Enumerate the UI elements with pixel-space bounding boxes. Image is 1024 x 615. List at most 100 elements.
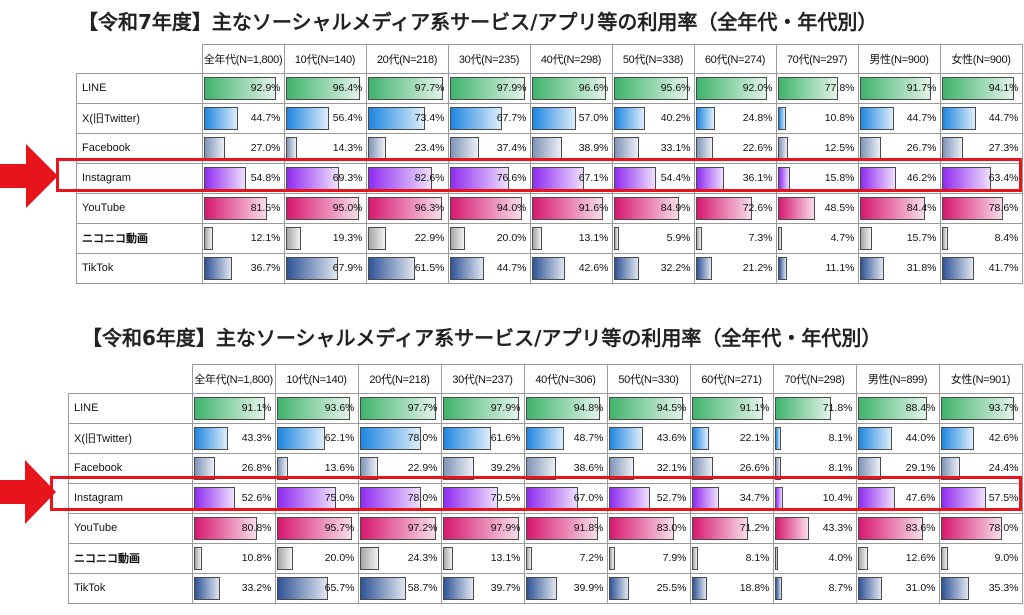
column-header: 50代(N=338) (611, 44, 695, 74)
value-label: 78.0% (988, 522, 1019, 534)
value-label: 22.9% (414, 232, 445, 244)
usage-bar (774, 546, 778, 570)
value-label: 78.6% (988, 202, 1019, 214)
usage-bar (531, 196, 603, 220)
usage-bar (691, 546, 698, 570)
value-label: 10.4% (822, 492, 853, 504)
value-label: 88.4% (905, 402, 936, 414)
platform-label: X(旧Twitter) (76, 102, 203, 134)
usage-bar (941, 76, 1014, 100)
value-cell: 77.8% (775, 72, 859, 104)
value-cell: 76.6% (447, 162, 531, 194)
table-row: Instagram 52.6% 75.0% 78.0% 70.5% 67.0% 52.7% 3… (68, 482, 1023, 514)
value-cell: 91.6% (529, 192, 613, 224)
value-cell: 54.8% (201, 162, 285, 194)
value-cell: 65.7% (274, 572, 359, 604)
arrow-icon (0, 144, 58, 208)
value-cell: 22.1% (689, 422, 774, 454)
usage-bar (367, 76, 443, 100)
value-label: 8.1% (828, 462, 853, 474)
value-cell: 78.0% (938, 512, 1023, 544)
value-cell: 96.3% (365, 192, 449, 224)
usage-bar (193, 546, 202, 570)
value-cell: 95.0% (283, 192, 367, 224)
value-cell: 73.4% (365, 102, 449, 134)
value-cell: 25.5% (606, 572, 691, 604)
value-cell: 4.7% (775, 222, 859, 254)
usage-bar (193, 576, 220, 600)
value-label: 21.2% (742, 262, 773, 274)
usage-bar (941, 256, 974, 280)
value-label: 27.3% (988, 142, 1019, 154)
value-label: 8.1% (745, 552, 770, 564)
value-cell: 97.2% (357, 512, 442, 544)
usage-bar (525, 516, 598, 540)
usage-bar (449, 196, 522, 220)
value-label: 71.2% (739, 522, 770, 534)
usage-bar (777, 256, 787, 280)
value-label: 44.7% (496, 262, 527, 274)
value-label: 67.0% (573, 492, 604, 504)
value-label: 42.6% (578, 262, 609, 274)
value-cell: 33.2% (191, 572, 276, 604)
value-cell: 63.4% (939, 162, 1023, 194)
usage-bar (193, 426, 228, 450)
value-cell: 8.1% (772, 422, 857, 454)
usage-bar (531, 76, 606, 100)
usage-bar (859, 76, 931, 100)
value-label: 26.7% (906, 142, 937, 154)
value-label: 8.4% (994, 232, 1019, 244)
value-label: 61.5% (414, 262, 445, 274)
corner-cell (76, 44, 203, 74)
column-header: 女性(N=901) (938, 364, 1023, 394)
value-cell: 91.8% (523, 512, 608, 544)
value-cell: 31.8% (857, 252, 941, 284)
value-label: 92.9% (250, 82, 281, 94)
value-label: 95.0% (332, 202, 363, 214)
table-row: Instagram 54.8% 69.3% 82.6% 76.6% 67.1% 54.4% 3… (76, 162, 1023, 194)
value-label: 12.5% (824, 142, 855, 154)
value-cell: 29.1% (855, 452, 940, 484)
usage-bar (449, 76, 525, 100)
value-label: 41.7% (988, 262, 1019, 274)
value-cell: 39.9% (523, 572, 608, 604)
value-label: 94.8% (573, 402, 604, 414)
usage-bar (285, 136, 297, 160)
column-header: 10代(N=140) (274, 364, 359, 394)
usage-bar (442, 456, 474, 480)
value-label: 27.0% (250, 142, 281, 154)
value-label: 95.6% (660, 82, 691, 94)
platform-label: ニコニコ動画 (68, 542, 193, 574)
value-cell: 12.1% (201, 222, 285, 254)
value-label: 24.3% (407, 552, 438, 564)
value-label: 35.3% (988, 582, 1019, 594)
value-label: 33.2% (241, 582, 272, 594)
value-cell: 44.7% (939, 102, 1023, 134)
value-label: 39.2% (490, 462, 521, 474)
usage-bar (695, 76, 767, 100)
column-header: 40代(N=298) (529, 44, 613, 74)
value-label: 7.2% (579, 552, 604, 564)
value-cell: 93.6% (274, 392, 359, 424)
value-cell: 5.9% (611, 222, 695, 254)
value-label: 61.6% (490, 432, 521, 444)
value-label: 10.8% (241, 552, 272, 564)
value-cell: 96.4% (283, 72, 367, 104)
value-label: 84.9% (660, 202, 691, 214)
value-label: 62.1% (324, 432, 355, 444)
value-cell: 31.0% (855, 572, 940, 604)
value-label: 44.0% (905, 432, 936, 444)
value-label: 32.1% (656, 462, 687, 474)
usage-bar (859, 256, 884, 280)
value-label: 96.3% (414, 202, 445, 214)
value-label: 15.8% (824, 172, 855, 184)
usage-bar (367, 226, 386, 250)
value-label: 22.6% (742, 142, 773, 154)
value-label: 18.8% (739, 582, 770, 594)
value-label: 97.9% (496, 82, 527, 94)
value-label: 63.4% (988, 172, 1019, 184)
usage-bar (691, 426, 709, 450)
platform-label: YouTube (68, 512, 193, 544)
value-label: 24.4% (988, 462, 1019, 474)
usage-bar (359, 396, 436, 420)
